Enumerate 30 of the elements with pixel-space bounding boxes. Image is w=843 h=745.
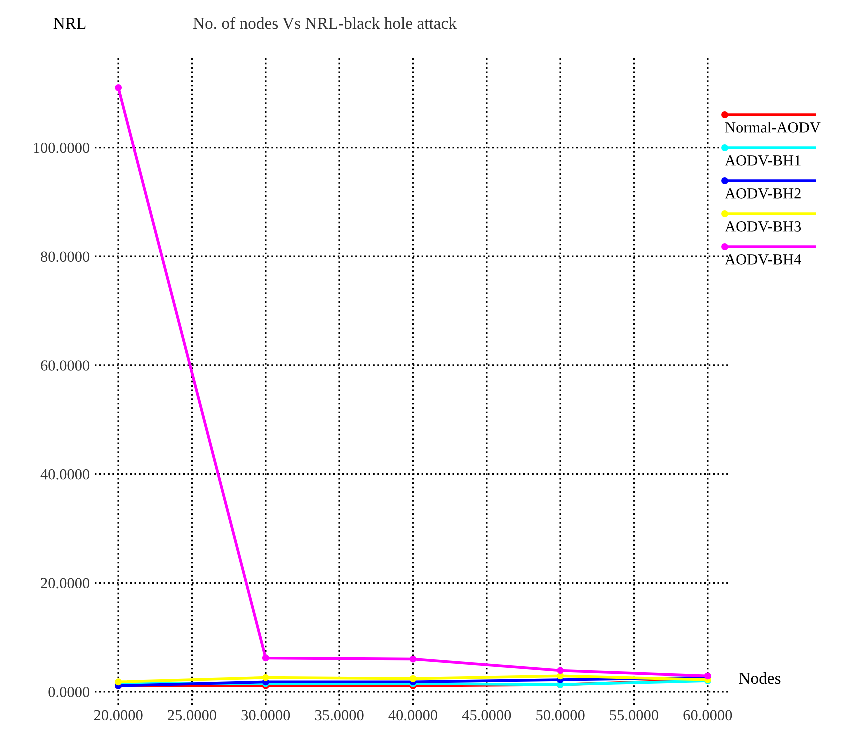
legend-label: AODV-BH1 <box>725 156 801 166</box>
chart-title: No. of nodes Vs NRL-black hole attack <box>193 17 457 30</box>
y-tick-label: 60.0000 <box>41 360 90 371</box>
x-axis-title: Nodes <box>739 672 781 684</box>
y-tick-label: 40.0000 <box>40 469 90 480</box>
point <box>262 654 270 662</box>
legend-label: Normal-AODV <box>725 122 821 133</box>
legend-label: AODV-BH2 <box>725 188 801 199</box>
y-axis-title: NRL <box>54 18 86 30</box>
y-tick-label: 20.0000 <box>41 578 90 589</box>
legend-label: AODV-BH3 <box>725 222 802 232</box>
x-tick-label: 30.0000 <box>242 710 290 721</box>
x-tick-label: 25.0000 <box>168 710 216 721</box>
x-tick-label: 60.0000 <box>684 710 732 721</box>
x-tick-label: 40.0000 <box>388 710 438 721</box>
point <box>410 656 417 663</box>
legend-label: AODV-BH4 <box>725 254 802 265</box>
point <box>115 84 122 92</box>
y-tick-label: 0.0000 <box>48 687 90 698</box>
point <box>410 675 417 682</box>
y-tick-label: 80.0000 <box>41 252 90 262</box>
y-tick-label: 100.0000 <box>34 142 90 154</box>
x-tick-label: 45.0000 <box>462 710 512 721</box>
point <box>557 667 564 674</box>
point <box>557 672 564 680</box>
x-tick-label: 20.0000 <box>94 710 143 721</box>
x-tick-label: 50.0000 <box>536 710 585 721</box>
x-tick-label: 35.0000 <box>315 710 364 721</box>
point <box>262 674 270 682</box>
x-tick-label: 55.0000 <box>610 710 658 721</box>
